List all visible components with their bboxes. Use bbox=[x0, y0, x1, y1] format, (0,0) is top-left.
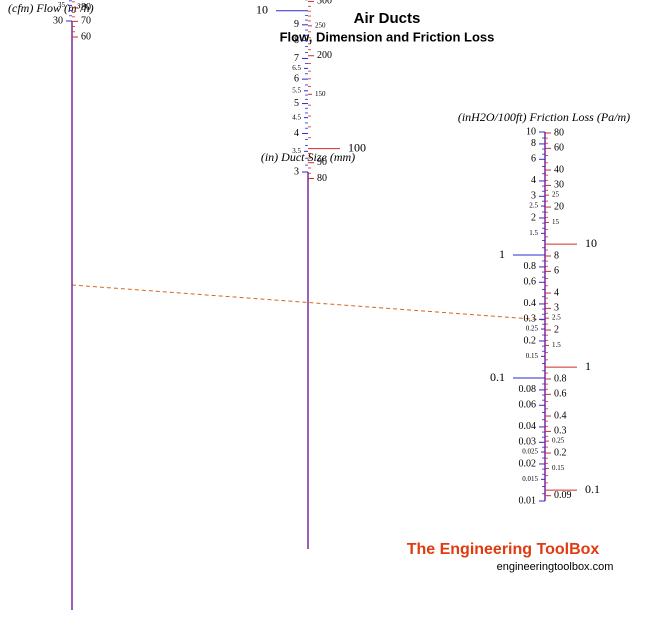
small-label: 5.5 bbox=[292, 86, 301, 94]
tick-label: 0.02 bbox=[519, 458, 537, 469]
small-label: 3.5 bbox=[292, 147, 301, 155]
tick-label: 80 bbox=[554, 127, 564, 138]
scale-title: (cfm) Flow (m³/h) bbox=[8, 1, 94, 15]
tick-label: 90 bbox=[317, 157, 327, 168]
tick-label: 80 bbox=[317, 173, 327, 184]
tick-label: 300 bbox=[317, 0, 332, 7]
tick-label: 20 bbox=[554, 201, 564, 212]
tick-label: 0.8 bbox=[554, 373, 567, 384]
tick-label: 9 bbox=[294, 19, 299, 30]
tick-label: 60 bbox=[554, 143, 564, 154]
small-label: 6.5 bbox=[292, 64, 301, 72]
tick-label: 0.8 bbox=[524, 261, 537, 272]
tick-label: 0.2 bbox=[554, 447, 567, 458]
major-label: 0.1 bbox=[490, 370, 505, 384]
tick-label: 0.3 bbox=[554, 426, 567, 437]
tick-label: 3 bbox=[554, 303, 559, 314]
major-label: 100 bbox=[348, 140, 366, 154]
major-label: 10 bbox=[256, 2, 268, 16]
small-label: 0.25 bbox=[552, 437, 565, 445]
tick-label: 3 bbox=[531, 191, 536, 202]
scale-title: (inH2O/100ft) Friction Loss (Pa/m) bbox=[458, 110, 630, 124]
tick-label: 5 bbox=[294, 98, 299, 109]
tick-label: 6 bbox=[294, 73, 299, 84]
tick-label: 7 bbox=[294, 53, 299, 64]
tick-label: 6 bbox=[554, 266, 559, 277]
tick-label: 8 bbox=[294, 35, 299, 46]
small-label: 2.5 bbox=[529, 202, 538, 210]
tick-label: 70 bbox=[81, 16, 91, 27]
subtitle: Flow, Dimension and Friction Loss bbox=[280, 29, 495, 44]
tick-label: 0.6 bbox=[554, 389, 567, 400]
tick-label: 0.4 bbox=[524, 298, 537, 309]
small-label: 2.5 bbox=[552, 314, 561, 322]
tick-label: 2 bbox=[531, 212, 536, 223]
tick-label: 0.03 bbox=[519, 437, 537, 448]
small-label: 0.025 bbox=[522, 448, 538, 456]
small-label: 25 bbox=[552, 191, 560, 199]
tick-label: 60 bbox=[81, 31, 91, 42]
small-label: 0.015 bbox=[522, 475, 538, 483]
tick-label: 0.3 bbox=[524, 314, 537, 325]
tick-label: 30 bbox=[53, 15, 63, 26]
title: Air Ducts bbox=[354, 10, 421, 27]
tick-label: 0.4 bbox=[554, 410, 567, 421]
tick-label: 200 bbox=[317, 50, 332, 61]
small-label: 250 bbox=[315, 21, 326, 29]
tick-label: 8 bbox=[531, 138, 536, 149]
tick-label: 8 bbox=[554, 250, 559, 261]
tick-label: 40 bbox=[554, 164, 564, 175]
scale-title: (in) Duct Size (mm) bbox=[261, 150, 355, 164]
tick-label: 0.2 bbox=[524, 335, 537, 346]
major-label: 1 bbox=[499, 247, 505, 261]
tick-label: 4 bbox=[554, 287, 559, 298]
small-label: 150 bbox=[315, 90, 326, 98]
tick-label: 0.6 bbox=[524, 277, 537, 288]
tick-label: 0.01 bbox=[519, 495, 537, 506]
tick-label: 4 bbox=[294, 128, 299, 139]
small-label: 0.15 bbox=[552, 464, 565, 472]
tick-label: 6 bbox=[531, 154, 536, 165]
tick-label: 4 bbox=[531, 175, 536, 186]
tick-label: 0.06 bbox=[519, 400, 537, 411]
small-label: 4.5 bbox=[292, 113, 301, 121]
major-label: 10 bbox=[585, 236, 597, 250]
example-line bbox=[71, 284, 546, 321]
small-label: 1.5 bbox=[529, 229, 538, 237]
major-label: 0.1 bbox=[585, 482, 600, 496]
brand-name: The Engineering ToolBox bbox=[407, 541, 600, 558]
tick-label: 30 bbox=[554, 180, 564, 191]
tick-label: 0.08 bbox=[519, 384, 537, 395]
small-label: 0.15 bbox=[526, 352, 539, 360]
brand-url: engineeringtoolbox.com bbox=[497, 561, 614, 573]
small-label: 1.5 bbox=[552, 341, 561, 349]
small-label: 15 bbox=[552, 218, 560, 226]
tick-label: 90 bbox=[81, 0, 91, 1]
tick-label: 0.09 bbox=[554, 490, 572, 501]
tick-label: 80 bbox=[81, 2, 91, 13]
tick-label: 2 bbox=[554, 324, 559, 335]
major-label: 1 bbox=[585, 359, 591, 373]
small-label: 35 bbox=[58, 1, 66, 9]
small-label: 0.25 bbox=[526, 325, 539, 333]
tick-label: 3 bbox=[294, 166, 299, 177]
tick-label: 0.04 bbox=[519, 421, 537, 432]
tick-label: 10 bbox=[526, 126, 536, 137]
